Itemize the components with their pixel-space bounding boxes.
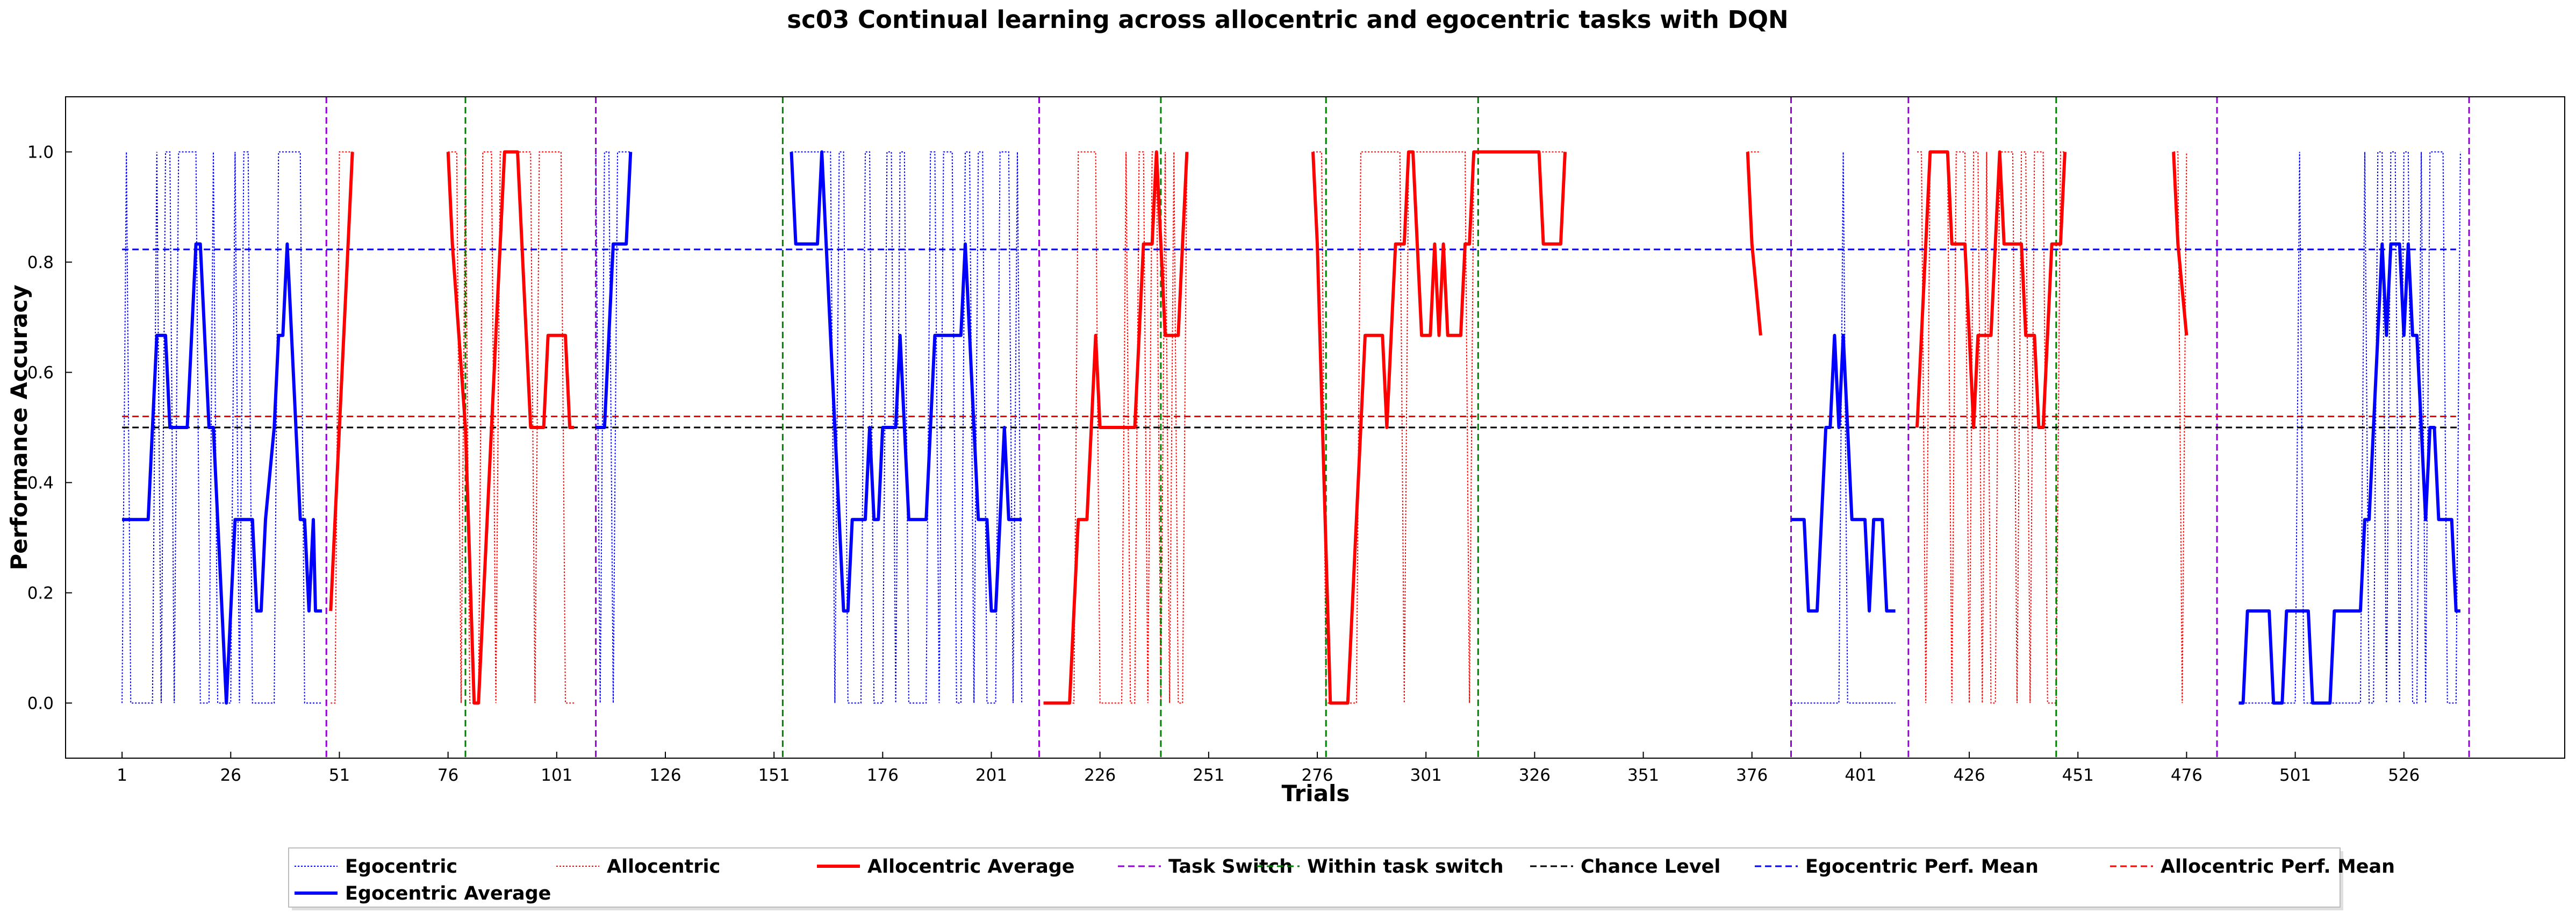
x-tick-label: 126 [649, 766, 681, 785]
egocentric-raw-segment-2 [791, 151, 1023, 704]
x-tick-label: 476 [2171, 766, 2202, 785]
allocentric-average-line-1 [446, 150, 575, 705]
x-tick-label: 76 [437, 766, 458, 785]
legend-label-task-switch: Task Switch [1168, 856, 1293, 878]
x-tick-label: 501 [2279, 766, 2311, 785]
legend-label-within-task-switch: Within task switch [1307, 856, 1504, 878]
legend-box [288, 847, 2341, 908]
egocentric-average-line-2 [790, 150, 1022, 613]
x-tick-label: 101 [541, 766, 572, 785]
x-tick-label: 176 [867, 766, 899, 785]
allocentric-average-line-3 [1311, 150, 1567, 705]
egocentric-average-line-3 [1791, 333, 1896, 613]
x-tick-label: 376 [1736, 766, 1768, 785]
allocentric-average-line-2 [1043, 150, 1189, 705]
plot-frame [65, 96, 2565, 759]
x-tick-label: 351 [1627, 766, 1659, 785]
allocentric-average-line-0 [329, 152, 354, 611]
y-axis-ticks: 0.0 0.2 0.4 0.6 0.8 1.0 [27, 143, 72, 714]
x-tick-label: 226 [1084, 766, 1116, 785]
x-tick-label: 1 [117, 766, 127, 785]
x-tick-label: 426 [1954, 766, 1985, 785]
legend-label-egocentric-average: Egocentric Average [345, 883, 551, 904]
allocentric-average-line-5 [1915, 150, 2066, 429]
x-tick-label: 451 [2062, 766, 2094, 785]
allocentric-average-line-6 [2172, 152, 2188, 336]
legend-label-chance-level: Chance Level [1581, 856, 1720, 878]
x-tick-label: 276 [1301, 766, 1333, 785]
chart-title: sc03 Continual learning across allocentr… [787, 5, 1788, 34]
x-tick-label: 301 [1410, 766, 1442, 785]
egocentric-raw-segment-3 [1791, 152, 1896, 704]
x-tick-label: 26 [220, 766, 241, 785]
legend-label-egocentric: Egocentric [345, 856, 457, 878]
x-axis-ticks: 1 26 51 76 101 126 151 176 201 226 251 276 301 326 351… [117, 752, 2420, 785]
x-tick-label: 326 [1519, 766, 1551, 785]
egocentric-average-line-4 [2238, 242, 2460, 705]
x-tick-label: 151 [758, 766, 790, 785]
y-tick-label: 0.0 [27, 694, 54, 714]
allocentric-raw-segment-0 [331, 151, 353, 704]
x-tick-label: 51 [329, 766, 350, 785]
egocentric-average-line-1 [595, 152, 633, 429]
x-tick-label: 401 [1845, 766, 1876, 785]
y-tick-label: 0.4 [27, 474, 54, 493]
allocentric-raw-segment-5 [1917, 151, 2065, 704]
y-axis-label: Performance Accuracy [6, 284, 32, 570]
y-tick-label: 0.2 [27, 584, 54, 603]
legend-label-egocentric-perf-mean: Egocentric Perf. Mean [1805, 856, 2039, 878]
y-tick-label: 0.6 [27, 363, 54, 383]
legend-label-allocentric-perf-mean: Allocentric Perf. Mean [2161, 856, 2395, 878]
chart-legend: Egocentric Allocentric Allocentric Average… [288, 847, 2395, 910]
legend-label-allocentric-average: Allocentric Average [867, 856, 1075, 878]
x-tick-label: 251 [1193, 766, 1224, 785]
y-tick-label: 0.8 [27, 253, 54, 273]
x-tick-label: 201 [975, 766, 1007, 785]
average-lines [122, 150, 2460, 705]
legend-label-allocentric: Allocentric [607, 856, 720, 878]
y-tick-label: 1.0 [27, 143, 54, 162]
x-tick-label: 526 [2388, 766, 2420, 785]
allocentric-average-line-4 [1746, 152, 1762, 336]
x-axis-label: Trials [1282, 780, 1350, 807]
egocentric-average-line-0 [122, 242, 322, 705]
